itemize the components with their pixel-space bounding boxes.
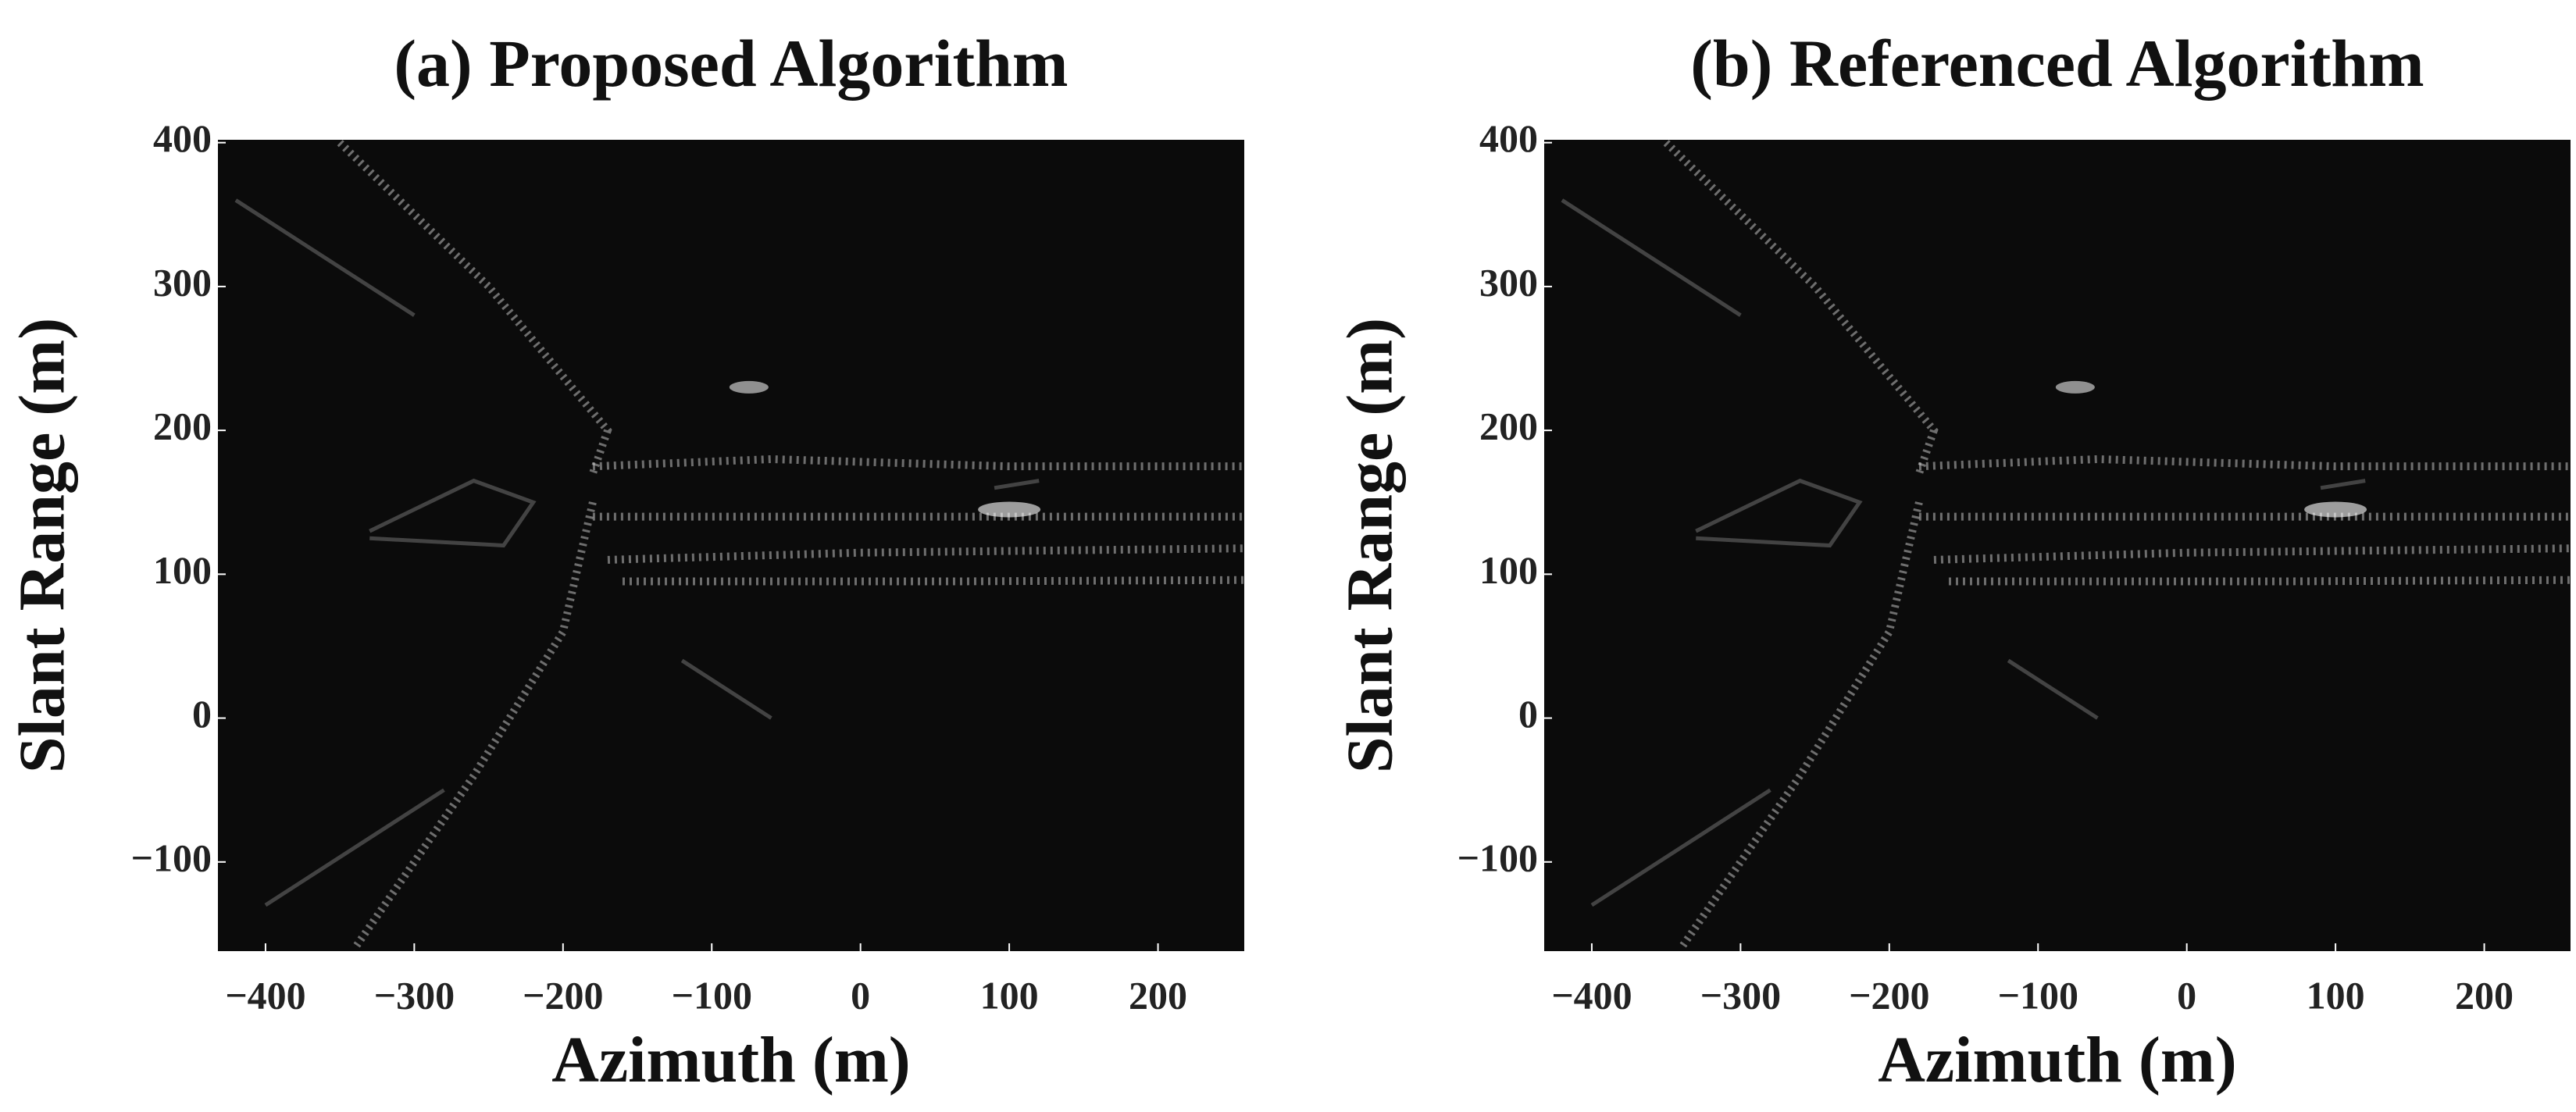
- sar-image: [1561, 140, 2571, 951]
- x-tick-label: 0: [851, 973, 870, 1017]
- y-tick-label: 100: [1479, 548, 1538, 592]
- image-feature: [234, 198, 416, 317]
- x-tick-label: −400: [1551, 973, 1632, 1017]
- image-feature: [1561, 198, 1742, 317]
- chart-title: (b) Referenced Algorithm: [1690, 26, 2424, 101]
- y-tick-label: 200: [153, 405, 212, 448]
- y-tick-label: 200: [1479, 405, 1538, 448]
- y-axis-label: Slant Range (m): [1333, 318, 1406, 773]
- image-feature: [622, 576, 1245, 586]
- bright-spot: [2055, 380, 2095, 394]
- x-tick-label: 100: [980, 973, 1039, 1017]
- image-feature: [1695, 478, 1863, 548]
- image-feature: [994, 479, 1040, 490]
- x-tick-label: 100: [2307, 973, 2365, 1017]
- x-tick-label: 200: [2455, 973, 2514, 1017]
- image-feature: [1663, 140, 1939, 476]
- x-tick-label: 200: [1129, 973, 1187, 1017]
- image-area: [218, 140, 1244, 951]
- x-axis-label: Azimuth (m): [1878, 1024, 2237, 1096]
- y-tick-label: 300: [153, 260, 212, 304]
- image-feature: [1948, 576, 2571, 586]
- y-tick-label: 0: [1518, 692, 1538, 736]
- y-axis-label: Slant Range (m): [5, 318, 78, 773]
- image-feature: [2007, 658, 2099, 720]
- y-tick-label: 300: [1479, 260, 1538, 304]
- panel: −400 −300 −200 −100 0 100 200 −100 0 100 200 300 400…: [1333, 26, 2571, 1096]
- bright-spot: [729, 380, 769, 394]
- image-feature: [369, 478, 537, 548]
- x-tick-label: −200: [1849, 973, 1930, 1017]
- image-feature: [264, 788, 445, 907]
- image-feature: [2320, 479, 2366, 490]
- bright-spot: [2304, 501, 2367, 518]
- x-tick-label: −300: [1700, 973, 1782, 1017]
- x-tick-label: −100: [671, 973, 752, 1017]
- y-tick-label: 0: [192, 692, 212, 736]
- chart-title: (a) Proposed Algorithm: [394, 26, 1068, 101]
- bright-spot: [978, 501, 1041, 518]
- y-tick-label: 400: [153, 116, 212, 160]
- y-tick-label: −100: [131, 836, 212, 879]
- sar-image: [234, 140, 1245, 951]
- x-axis-label: Azimuth (m): [551, 1024, 911, 1096]
- image-feature: [337, 140, 612, 476]
- x-tick-label: −100: [1997, 973, 2078, 1017]
- x-tick-label: −200: [523, 973, 604, 1017]
- y-tick-label: 100: [153, 548, 212, 592]
- image-feature: [1590, 788, 1771, 907]
- image-feature: [680, 658, 772, 720]
- x-tick-label: −400: [225, 973, 306, 1017]
- x-tick-label: 0: [2177, 973, 2196, 1017]
- panel: −400 −300 −200 −100 0 100 200 −100 0 100 200 300 400…: [5, 26, 1245, 1096]
- y-tick-label: 400: [1479, 116, 1538, 160]
- x-tick-label: −300: [374, 973, 455, 1017]
- y-tick-label: −100: [1457, 836, 1539, 879]
- image-area: [1544, 140, 2571, 951]
